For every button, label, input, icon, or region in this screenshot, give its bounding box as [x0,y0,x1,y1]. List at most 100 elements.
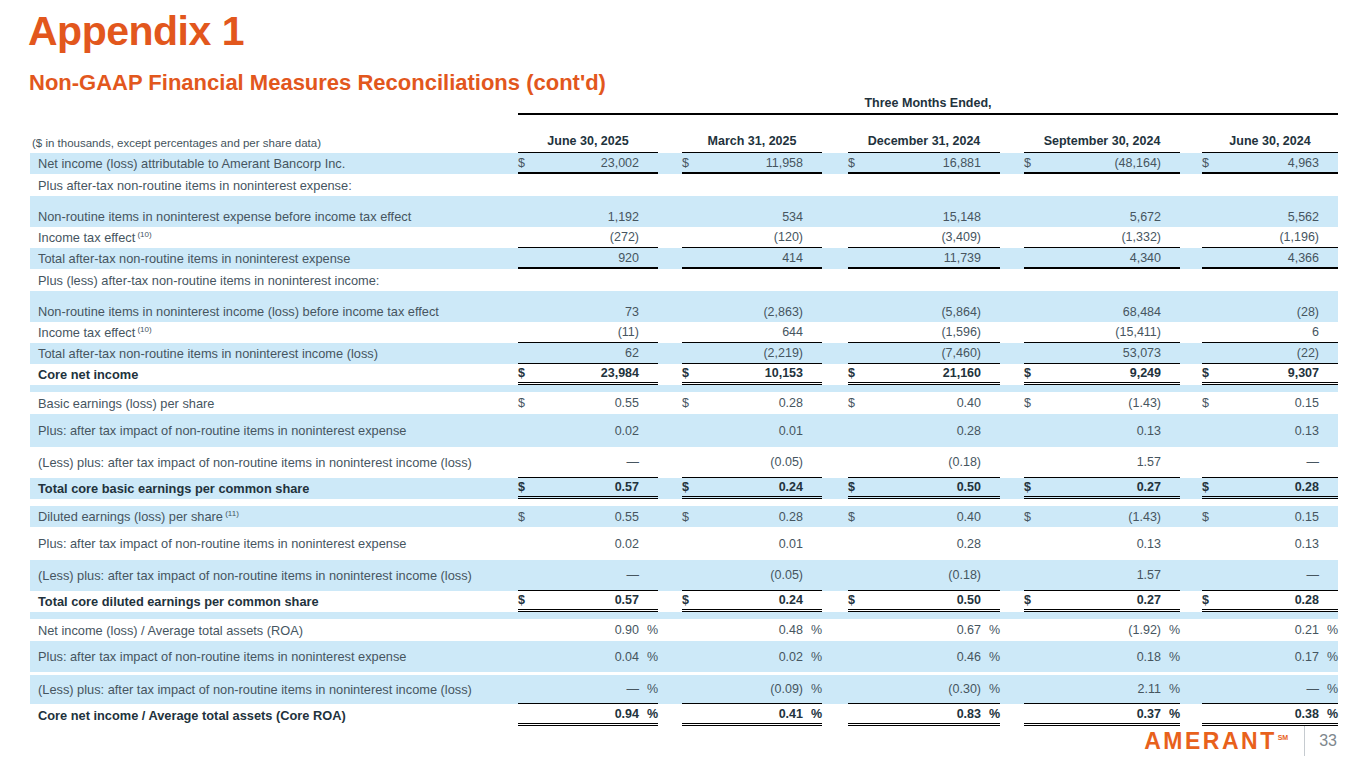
value-group: (2,219) [682,343,822,364]
value-group: 0.13 [1202,414,1338,447]
units-note: ($ in thousands, except percentages and … [30,137,518,153]
cell-value: (11) [536,325,641,339]
value-group [1024,612,1180,619]
value-group: $(48,164) [1024,153,1180,174]
value-group: 0.13 [1024,527,1180,560]
cell-value: (0.05) [700,568,805,582]
cell-value: 0.28 [700,396,805,410]
column-header: June 30, 2025 [518,134,658,153]
percent-symbol: % [983,650,1000,664]
cell-value: 0.15 [1220,510,1321,524]
value-group: 0.41% [682,704,822,726]
row-label: Non-routine items in noninterest income … [30,304,518,319]
value-group [518,385,658,392]
cell-value: (3,409) [866,230,983,244]
value-group: $0.57 [518,591,658,612]
table-row: Core net income$23,984$10,153$21,160$9,2… [30,364,1338,385]
value-group: $4,963 [1202,153,1338,174]
currency-symbol: $ [682,480,700,494]
value-group: —% [1202,675,1338,704]
cell-value: 920 [536,251,641,265]
page-number: 33 [1319,732,1337,750]
table-row: Plus: after tax impact of non-routine it… [30,641,1338,672]
spacer-row [30,291,1338,301]
row-label: (Less) plus: after tax impact of non-rou… [30,568,518,583]
value-group: 5,672 [1024,206,1180,227]
value-group: (0.05) [682,560,822,591]
cell-value: 68,484 [1042,305,1163,319]
cell-value: (1,596) [866,325,983,339]
currency-symbol: $ [518,396,536,410]
cell-value: 0.40 [866,510,983,524]
cell-value: (1,332) [1042,230,1163,244]
value-group: (5,864) [848,301,1000,322]
row-label: Net income (loss) attributable to Ameran… [30,156,518,171]
percent-symbol: % [1321,650,1338,664]
value-group: 0.90% [518,619,658,641]
cell-value: (1.92) [1042,623,1163,637]
value-group [1202,291,1338,301]
value-group: 4,340 [1024,248,1180,269]
value-group: 0.21% [1202,619,1338,641]
table-row: Total core diluted earnings per common s… [30,591,1338,612]
cell-value: 9,249 [1042,366,1163,380]
table-row: (Less) plus: after tax impact of non-rou… [30,447,1338,478]
cell-value: 0.67 [866,623,983,637]
spacer-row [30,196,1338,206]
value-group: $0.55 [518,392,658,414]
value-group [1202,499,1338,506]
cell-value: 0.28 [1220,593,1321,607]
cell-value: 4,963 [1220,156,1321,170]
currency-symbol: $ [848,366,866,380]
percent-symbol: % [805,682,822,696]
spacer-row [30,612,1338,619]
currency-symbol: $ [1024,480,1042,494]
value-group: $0.24 [682,591,822,612]
value-group: (15,411) [1024,322,1180,343]
value-group: 0.46% [848,641,1000,672]
currency-symbol: $ [1024,156,1042,170]
value-group: 0.02% [682,641,822,672]
cell-value: 0.57 [536,593,641,607]
cell-value: 0.13 [1220,537,1321,551]
value-group: (0.18) [848,447,1000,478]
cell-value: 23,002 [536,156,641,170]
value-group: $9,249 [1024,364,1180,385]
value-group: $21,160 [848,364,1000,385]
cell-value: 15,148 [866,210,983,224]
cell-value: — [536,455,641,469]
currency-symbol: $ [848,593,866,607]
cell-value: 0.57 [536,480,641,494]
footnote-marker: (10) [135,230,151,239]
table-row: Net income (loss) / Average total assets… [30,619,1338,641]
header-spacer [30,96,518,115]
currency-symbol: $ [1202,366,1220,380]
percent-symbol: % [805,707,822,721]
percent-symbol: % [1163,650,1180,664]
percent-symbol: % [641,650,658,664]
table-row: Plus after-tax non-routine items in noni… [30,174,1338,196]
value-group: (272) [518,227,658,248]
value-group [1202,174,1338,196]
value-group [682,499,822,506]
currency-symbol: $ [848,480,866,494]
cell-value: — [1220,568,1321,582]
cell-value: 0.46 [866,650,983,664]
cell-value: 9,307 [1220,366,1321,380]
cell-value: 0.02 [700,650,805,664]
value-group: (120) [682,227,822,248]
value-group: (0.05) [682,447,822,478]
table-row: Total after-tax non-routine items in non… [30,343,1338,364]
row-label: Core net income / Average total assets (… [30,708,518,723]
value-group: $9,307 [1202,364,1338,385]
value-group: — [518,447,658,478]
percent-symbol: % [1163,623,1180,637]
value-group [848,269,1000,291]
value-group: — [1202,560,1338,591]
percent-symbol: % [1321,682,1338,696]
cell-value: 0.01 [700,537,805,551]
page-title: Appendix 1 [28,8,244,55]
cell-value: (0.18) [866,568,983,582]
value-group: 534 [682,206,822,227]
cell-value: 0.50 [866,593,983,607]
